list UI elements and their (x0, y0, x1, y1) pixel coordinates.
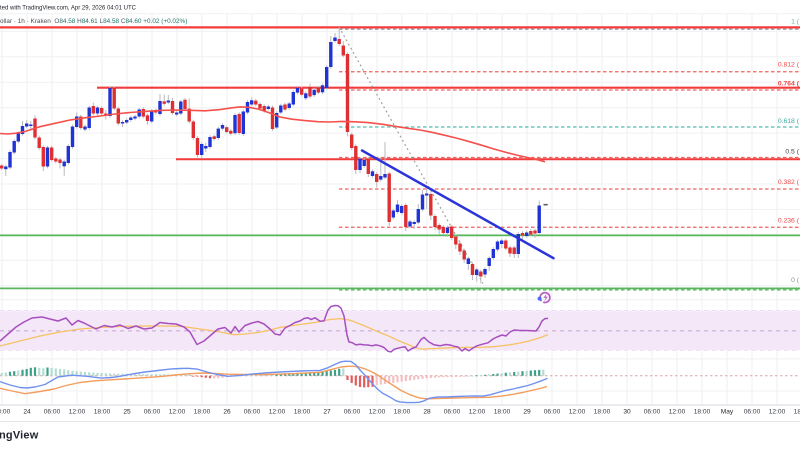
svg-text:06:00: 06:00 (644, 409, 661, 416)
svg-text:0.812 (: 0.812 ( (778, 62, 800, 69)
svg-text:0.236 (: 0.236 ( (778, 218, 800, 225)
svg-text:18:00: 18:00 (194, 409, 211, 416)
svg-text:06:00: 06:00 (244, 409, 261, 416)
svg-text:24: 24 (23, 409, 31, 416)
svg-text:0.764 (: 0.764 ( (778, 81, 800, 88)
svg-text:30: 30 (623, 409, 631, 416)
svg-text:12:00: 12:00 (169, 409, 186, 416)
svg-text:ngView: ngView (0, 430, 39, 442)
svg-text:06:00: 06:00 (44, 409, 61, 416)
svg-text:May: May (721, 409, 734, 416)
svg-text:27: 27 (323, 409, 331, 416)
svg-text:28: 28 (423, 409, 431, 416)
svg-text:0.618 (: 0.618 ( (778, 118, 800, 125)
svg-text:25: 25 (123, 409, 131, 416)
svg-text:06:00: 06:00 (444, 409, 461, 416)
svg-text:18:00: 18:00 (294, 409, 311, 416)
svg-text:06:00: 06:00 (344, 409, 361, 416)
svg-text:12:00: 12:00 (369, 409, 386, 416)
svg-text:12:00: 12:00 (669, 409, 686, 416)
svg-text:0.382 (: 0.382 ( (778, 179, 800, 186)
svg-text:12:00: 12:00 (69, 409, 86, 416)
svg-text:29: 29 (523, 409, 531, 416)
svg-text:18:00: 18:00 (794, 409, 800, 416)
svg-text:18:00: 18:00 (494, 409, 511, 416)
svg-text:18:00: 18:00 (0, 409, 11, 416)
svg-text:18:00: 18:00 (94, 409, 111, 416)
svg-text:18:00: 18:00 (394, 409, 411, 416)
svg-text:ted with TradingView.com, Apr: ted with TradingView.com, Apr 29, 2026 0… (0, 6, 137, 12)
svg-text:18:00: 18:00 (594, 409, 611, 416)
svg-text:06:00: 06:00 (144, 409, 161, 416)
svg-text:12:00: 12:00 (469, 409, 486, 416)
svg-text:12:00: 12:00 (569, 409, 586, 416)
svg-text:0 (: 0 ( (791, 277, 800, 284)
svg-text:06:00: 06:00 (544, 409, 561, 416)
svg-text:18:00: 18:00 (694, 409, 711, 416)
svg-text:12:00: 12:00 (769, 409, 786, 416)
svg-text:1 (: 1 ( (791, 19, 800, 26)
svg-text:26: 26 (223, 409, 231, 416)
svg-text:0.5 (: 0.5 ( (785, 149, 799, 156)
svg-text:06:00: 06:00 (744, 409, 761, 416)
svg-text:12:00: 12:00 (269, 409, 286, 416)
svg-text:ollar · 1h · Kraken O84.58 H8: ollar · 1h · Kraken O84.58 H84.61 L84.58… (0, 18, 187, 25)
